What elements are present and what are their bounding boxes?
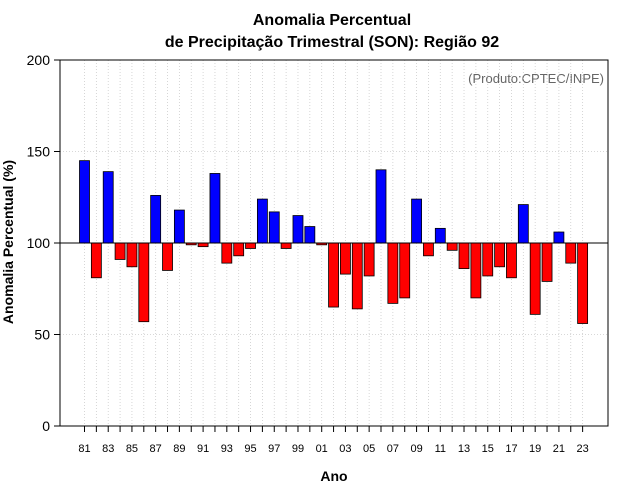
bar-92	[209, 173, 221, 244]
bar-82	[90, 242, 102, 279]
x-tick-label: 95	[244, 443, 256, 455]
bar-06	[375, 169, 387, 244]
x-tick-label: 89	[173, 443, 185, 455]
axes: 0 50 100 150 200 81 83 85 87 89 91 93 95 97 99 01 03 05 07…	[27, 52, 609, 455]
bar-86	[138, 242, 150, 323]
bar-05	[363, 242, 375, 277]
x-tick-label: 13	[458, 443, 470, 455]
bar-16	[494, 242, 506, 268]
x-tick-label: 15	[482, 443, 494, 455]
x-tick-label: 87	[150, 443, 162, 455]
bar-09	[411, 198, 422, 244]
bar-07	[387, 242, 399, 304]
x-tick-label: 11	[435, 443, 446, 455]
bar-13	[458, 242, 470, 270]
y-tick-label: 50	[34, 327, 50, 343]
bar-87	[150, 195, 162, 244]
bar-84	[114, 242, 126, 260]
x-tick-label: 99	[292, 443, 304, 455]
x-tick-label: 07	[387, 443, 399, 455]
x-tick-label: 91	[197, 443, 209, 455]
x-tick-label: 83	[102, 443, 114, 455]
chart-title: Anomalia Percentual	[253, 12, 411, 29]
x-tick-label: 81	[78, 443, 90, 455]
x-tick-label: 23	[576, 443, 588, 455]
y-tick-label: 200	[27, 52, 51, 68]
bar-97	[268, 211, 280, 244]
y-tick-label: 0	[42, 418, 50, 434]
bar-22	[565, 242, 577, 264]
bar-85	[126, 242, 138, 268]
bar-93	[221, 242, 233, 264]
bar-17	[506, 242, 517, 279]
x-tick-label: 05	[363, 443, 375, 455]
bar-81	[79, 160, 90, 244]
x-axis-label: Ano	[320, 468, 347, 484]
bar-15	[482, 242, 494, 277]
x-tick-label: 09	[410, 443, 422, 455]
bar-91	[197, 242, 209, 248]
bar-21	[553, 231, 565, 244]
x-tick-label: 97	[268, 443, 280, 455]
bar-14	[470, 242, 482, 299]
bar-23	[577, 242, 589, 324]
bar-94	[233, 242, 245, 257]
chart-subtitle: de Precipitação Trimestral (SON): Região…	[165, 34, 499, 51]
bar-03	[340, 242, 351, 275]
bar-88	[162, 242, 173, 271]
x-tick-label: 17	[505, 443, 517, 455]
bar-18	[517, 204, 529, 244]
bar-89	[173, 209, 185, 244]
bar-10	[423, 242, 434, 257]
x-tick-label: 19	[529, 443, 541, 455]
bar-08	[399, 242, 411, 299]
bar-11	[434, 227, 446, 244]
x-tick-label: 01	[316, 443, 328, 455]
bar-83	[102, 171, 114, 244]
bar-02	[328, 242, 339, 308]
x-tick-label: 21	[553, 443, 565, 455]
x-tick-label: 85	[126, 443, 138, 455]
x-tick-label: 93	[221, 443, 233, 455]
bar-98	[280, 242, 292, 249]
bar-19	[529, 242, 541, 315]
bars	[79, 160, 589, 324]
y-tick-label: 150	[27, 144, 51, 160]
bar-20	[541, 242, 553, 282]
x-tick-label: 03	[339, 443, 351, 455]
bar-99	[292, 215, 304, 244]
source-annotation: (Produto:CPTEC/INPE)	[468, 71, 604, 86]
y-tick-label: 100	[27, 235, 51, 251]
bar-00	[304, 226, 316, 244]
bar-96	[256, 198, 268, 244]
bar-95	[245, 242, 256, 249]
y-axis-label: Anomalia Percentual (%)	[0, 160, 16, 324]
bar-12	[446, 242, 458, 251]
bar-04	[351, 242, 363, 310]
